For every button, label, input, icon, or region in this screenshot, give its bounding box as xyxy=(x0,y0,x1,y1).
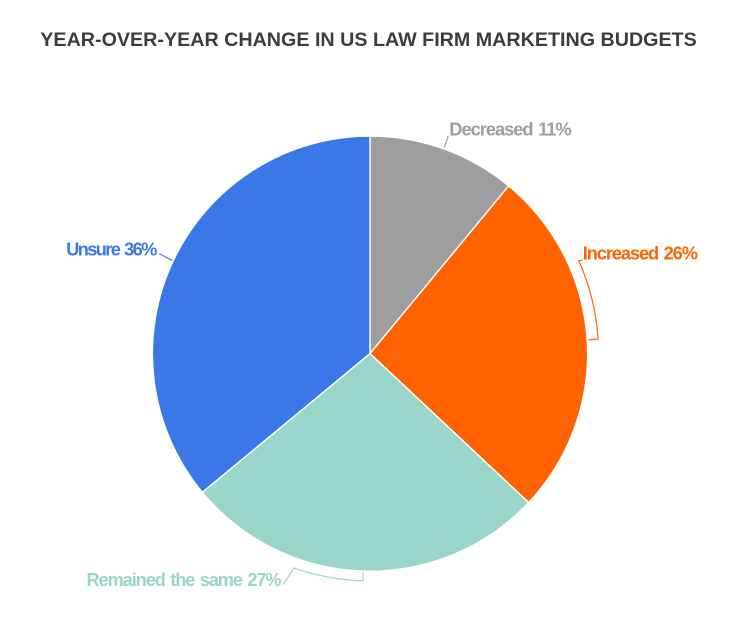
svg-text:Remained the same 27%: Remained the same 27% xyxy=(87,570,282,590)
svg-text:Unsure 36%: Unsure 36% xyxy=(66,239,157,259)
svg-text:Increased 26%: Increased 26% xyxy=(583,244,698,264)
svg-text:YEAR-OVER-YEAR CHANGE IN US LA: YEAR-OVER-YEAR CHANGE IN US LAW FIRM MAR… xyxy=(40,29,696,51)
svg-text:Decreased 11%: Decreased 11% xyxy=(449,119,571,139)
